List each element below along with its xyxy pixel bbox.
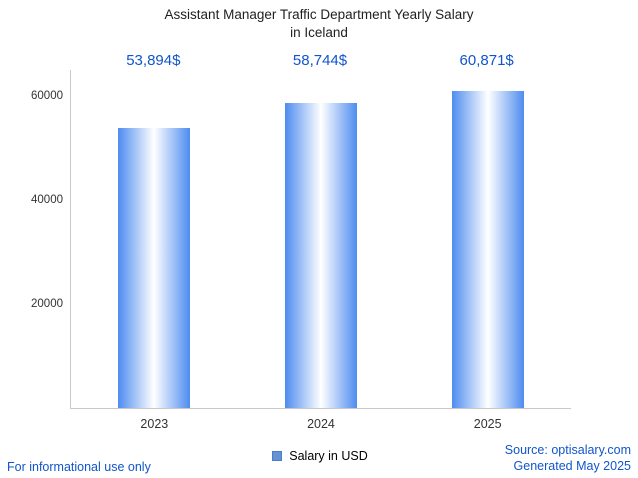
y-axis-tick-label: 40000 — [31, 194, 63, 206]
x-axis-label-2025: 2025 — [473, 417, 502, 431]
x-axis-label-2023: 2023 — [140, 417, 169, 431]
chart-title: Assistant Manager Traffic Department Yea… — [0, 6, 638, 41]
bar-column-2023: 2023 — [71, 70, 238, 431]
bar-column-2024: 2024 — [238, 70, 405, 431]
value-label-2025: 60,871$ — [459, 52, 514, 69]
chart-title-line2: in Iceland — [290, 24, 348, 40]
chart-legend: Salary in USD — [70, 449, 570, 463]
value-label-2023: 53,894$ — [126, 52, 181, 69]
value-label-2024: 58,744$ — [292, 52, 348, 69]
legend-color-swatch — [272, 451, 283, 461]
source-link[interactable]: Source: optisalary.com — [504, 442, 631, 457]
generated-date: Generated May 2025 — [513, 458, 631, 473]
legend-label: Salary in USD — [289, 449, 368, 463]
source-block: Source: optisalary.com Generated May 202… — [505, 442, 631, 475]
disclaimer-text: For informational use only — [7, 460, 151, 474]
y-axis-tick-label: 60000 — [31, 90, 63, 102]
value-labels-row: 53,894$ 58,744$ 60,871$ — [70, 52, 570, 74]
plot-area: 20000 40000 60000 2023 2024 2025 — [31, 70, 571, 431]
x-axis-label-2024: 2024 — [307, 417, 335, 431]
bar-column-2025: 2025 — [404, 70, 571, 431]
y-axis-tick-label: 20000 — [31, 298, 63, 310]
bar-2023 — [118, 127, 191, 408]
bar-2024 — [284, 102, 357, 408]
bar-2025 — [451, 91, 524, 408]
chart-title-line1: Assistant Manager Traffic Department Yea… — [164, 7, 474, 22]
